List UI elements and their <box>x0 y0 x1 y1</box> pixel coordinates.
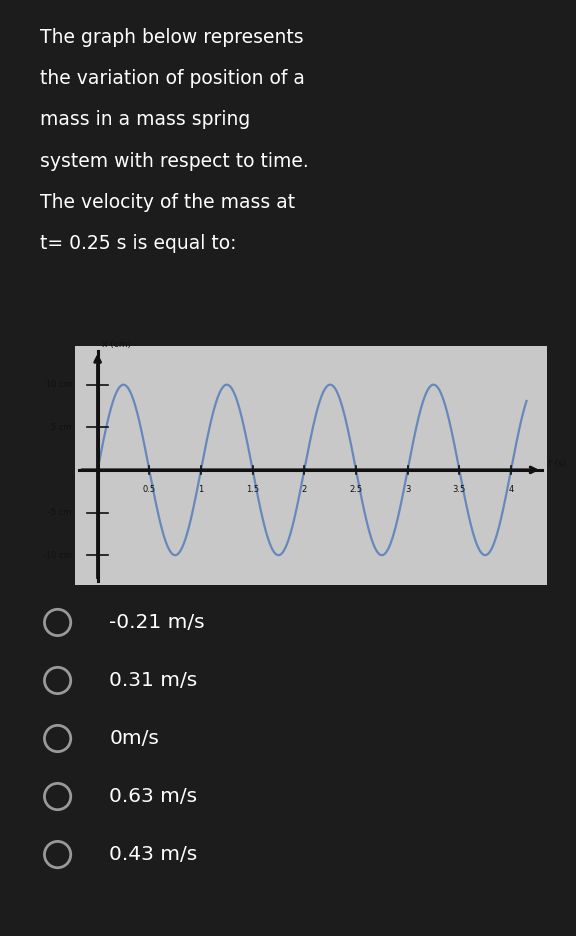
Text: x (cm): x (cm) <box>102 340 131 349</box>
Text: The graph below represents: The graph below represents <box>40 28 304 47</box>
Text: The velocity of the mass at: The velocity of the mass at <box>40 193 295 212</box>
Text: 5 cm: 5 cm <box>51 423 72 431</box>
Text: 0.5: 0.5 <box>143 485 156 494</box>
Text: -10 cm: -10 cm <box>43 550 72 560</box>
Text: 10 cm: 10 cm <box>46 380 72 389</box>
Text: t= 0.25 s is equal to:: t= 0.25 s is equal to: <box>40 234 237 253</box>
Text: 0.63 m/s: 0.63 m/s <box>109 787 198 806</box>
Text: 3.5: 3.5 <box>453 485 466 494</box>
Text: 0m/s: 0m/s <box>109 729 160 748</box>
Text: t (s): t (s) <box>548 460 566 468</box>
Text: -5 cm: -5 cm <box>48 508 72 517</box>
Text: system with respect to time.: system with respect to time. <box>40 152 309 170</box>
Text: 2.5: 2.5 <box>350 485 362 494</box>
Text: 3: 3 <box>405 485 410 494</box>
Text: mass in a mass spring: mass in a mass spring <box>40 110 251 129</box>
Text: 4: 4 <box>509 485 514 494</box>
Text: the variation of position of a: the variation of position of a <box>40 69 305 88</box>
Text: 2: 2 <box>302 485 307 494</box>
Text: 0.43 m/s: 0.43 m/s <box>109 845 198 864</box>
Text: -0.21 m/s: -0.21 m/s <box>109 613 205 632</box>
Text: 0.31 m/s: 0.31 m/s <box>109 671 198 690</box>
Text: 1: 1 <box>198 485 203 494</box>
Text: 1.5: 1.5 <box>246 485 259 494</box>
